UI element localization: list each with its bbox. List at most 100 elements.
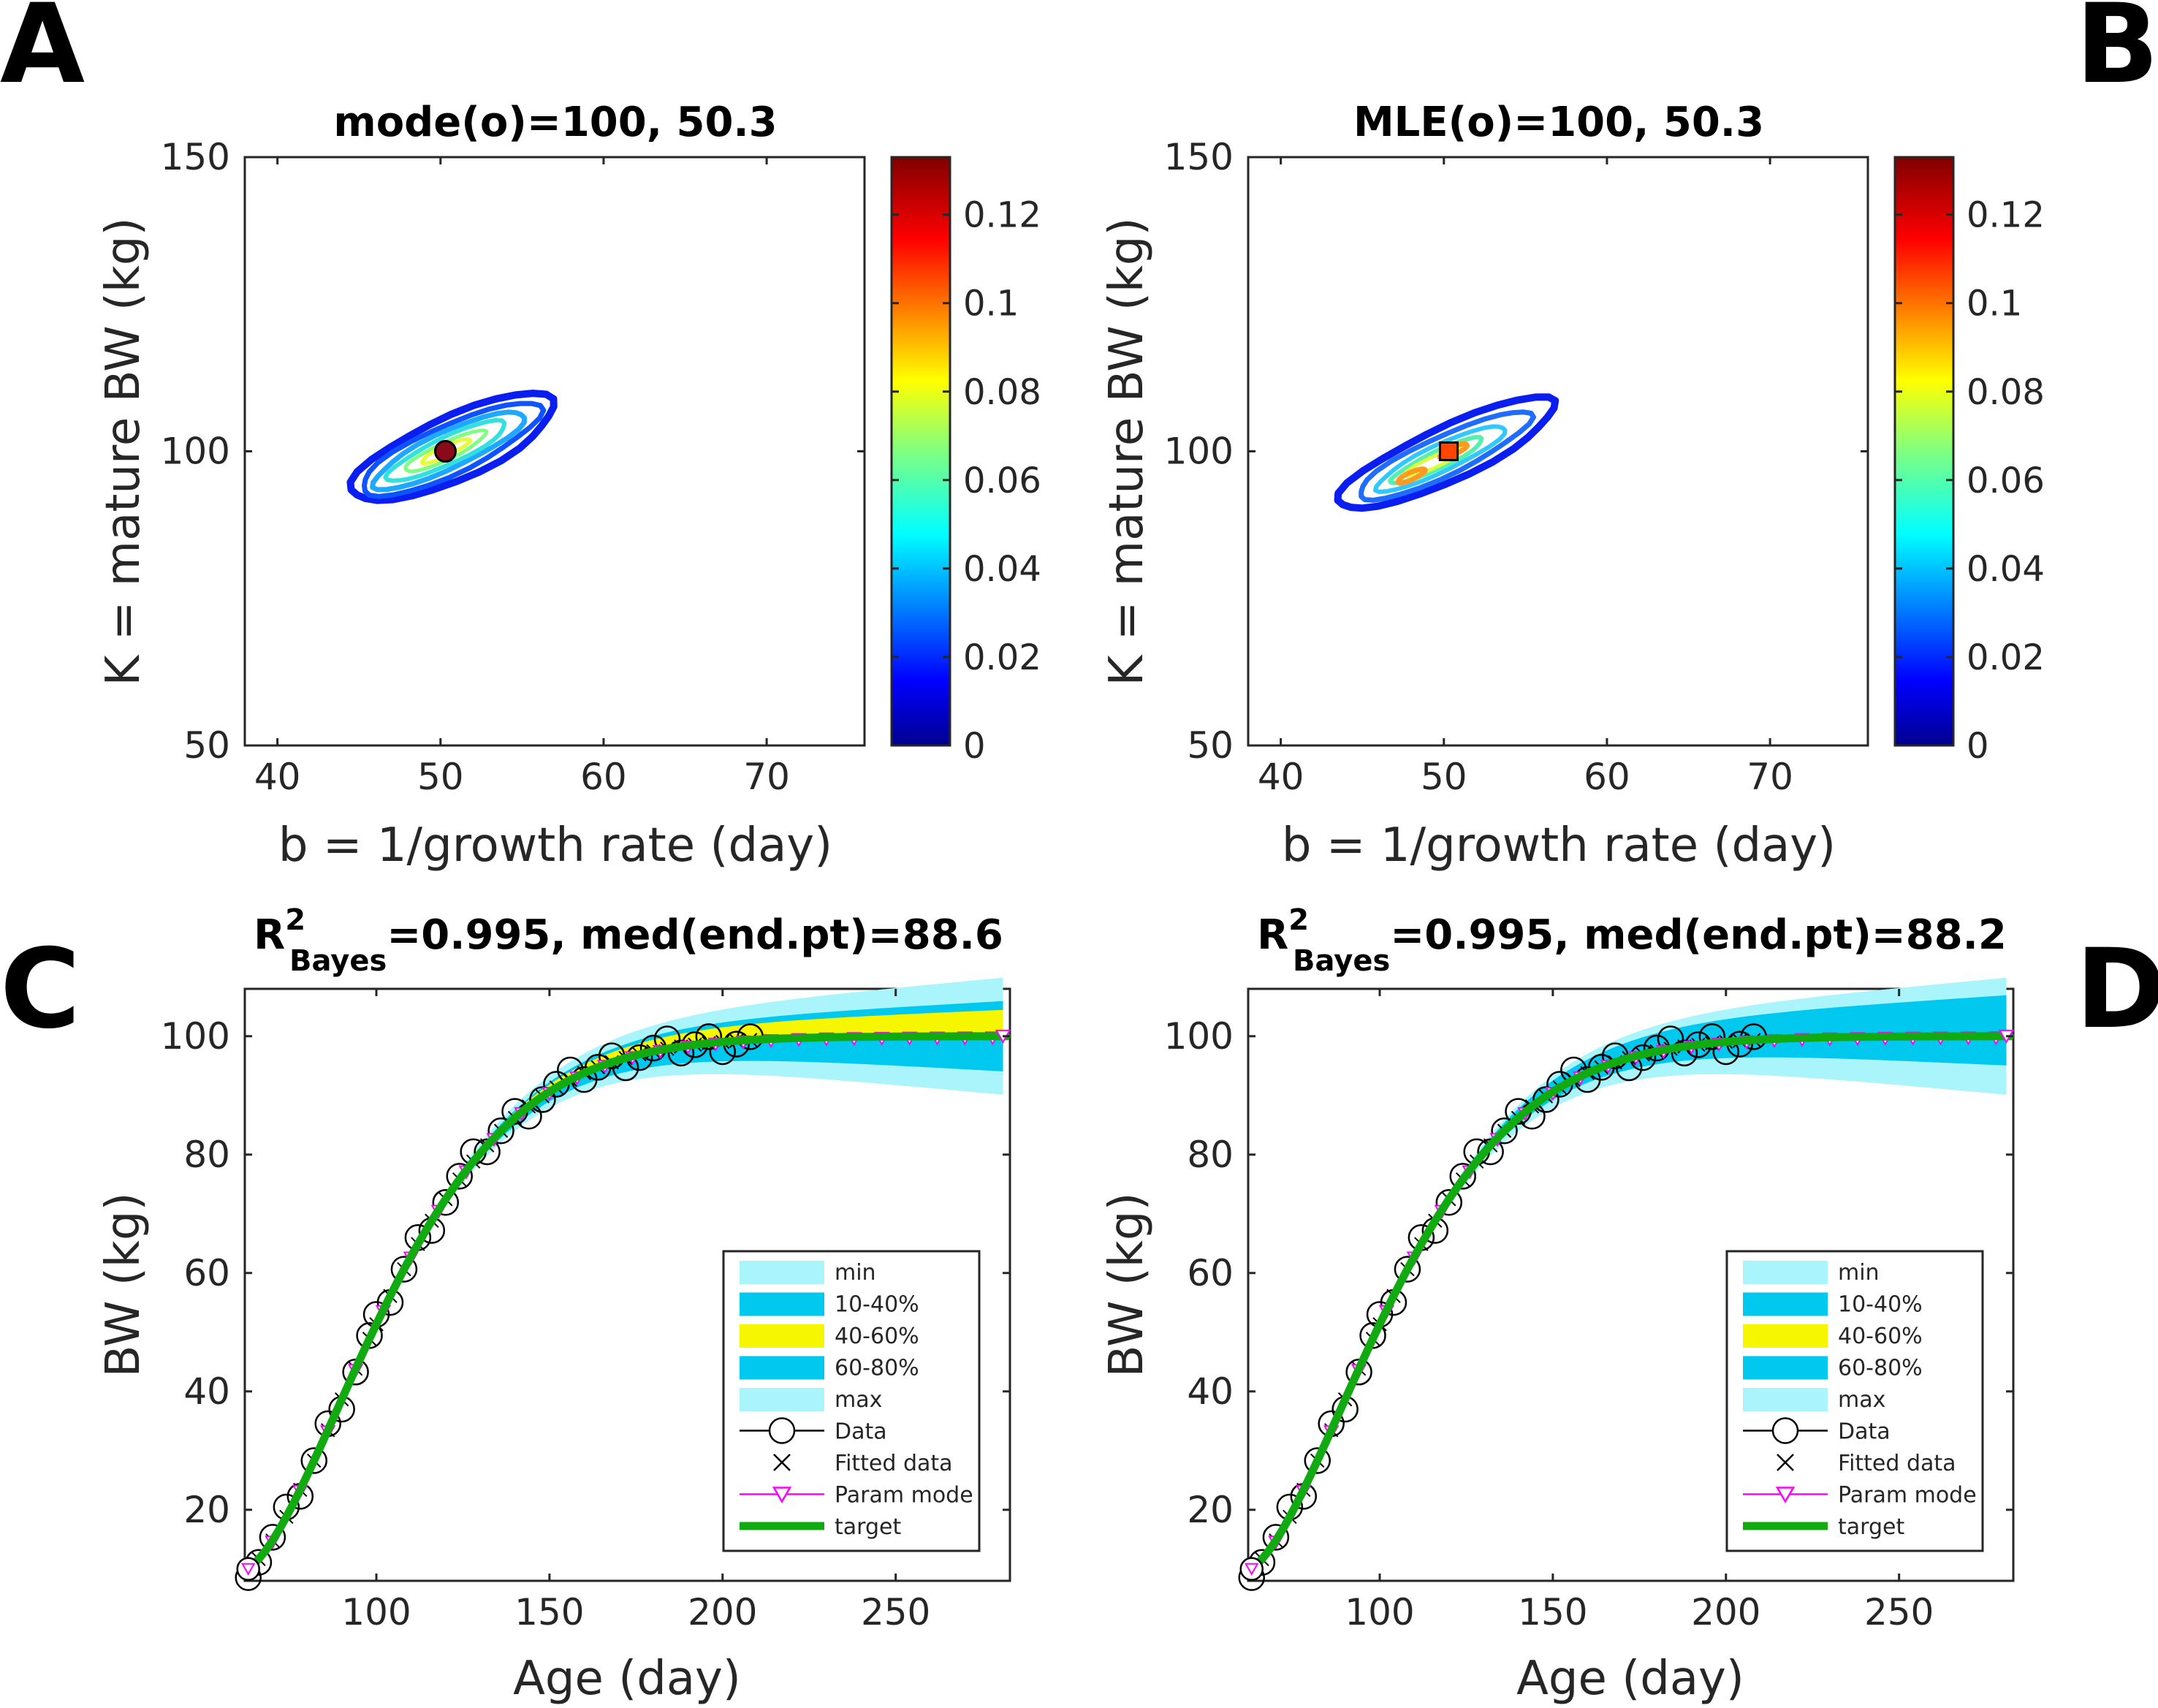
panel-c-series	[235, 977, 1011, 1591]
panel-c-legend: min 10-40% 40-60% 60-80% max Data Fitted data P…	[722, 1250, 981, 1552]
panel-b: MLE(o)=100, 50.3 40 50 60 70 50 100 150 b = 1/…	[1100, 99, 2045, 873]
panel-d-axes: 100 150 200 250 20 40 60 80 100	[1164, 989, 2013, 1633]
panel-letter-b: B	[2075, 0, 2158, 108]
band-10-80	[1248, 995, 2007, 1569]
panel-d: R2 Bayes=0.995, med(end.pt)=88.2 100 150 20…	[1100, 903, 2015, 1706]
legend-label: 10-40%	[835, 1292, 919, 1318]
panel-b-ytick-label: 100	[1164, 430, 1234, 473]
data-point	[1394, 1256, 1421, 1283]
contour-level	[1334, 393, 1559, 512]
panel-c-xtick-label: 100	[341, 1591, 411, 1633]
contour-level	[1395, 466, 1428, 486]
panel-c-ytick-label: 100	[161, 1015, 230, 1058]
legend-label: target	[1838, 1514, 1904, 1540]
contour-level	[346, 390, 558, 504]
panel-a-cb-tick-label: 0.08	[963, 372, 1041, 413]
data-point	[474, 1138, 501, 1166]
panel-c: R2 Bayes=0.995, med(end.pt)=88.6 100 150 20…	[96, 903, 1011, 1706]
data-point	[667, 1039, 695, 1067]
data-point	[1449, 1163, 1476, 1190]
panel-b-xtick-label: 40	[1258, 756, 1304, 798]
panel-a-plot-area	[243, 156, 866, 747]
legend-label: 10-40%	[1838, 1292, 1923, 1318]
panel-d-title-sup: 2	[1288, 903, 1309, 937]
panel-b-plot-area	[1247, 156, 1869, 747]
panel-c-xtick-label: 200	[688, 1591, 757, 1633]
legend-label: Param mode	[1838, 1483, 1977, 1508]
panel-b-ylabel: K = mature BW (kg)	[1100, 218, 1154, 686]
panel-b-cb-tick-label: 0.1	[1967, 284, 2022, 324]
data-point	[1671, 1039, 1698, 1067]
panel-a-title: mode(o)=100, 50.3	[333, 99, 777, 146]
panel-d-ytick-label: 80	[1187, 1134, 1234, 1176]
panel-a-ylabel: K = mature BW (kg)	[96, 218, 151, 686]
panel-a-cb-tick-label: 0.04	[963, 549, 1041, 590]
legend-label: 40-60%	[835, 1324, 919, 1349]
panel-a-xtick-label: 50	[417, 756, 464, 798]
legend-label: target	[835, 1514, 901, 1540]
legend-swatch	[740, 1356, 824, 1380]
legend-swatch	[740, 1324, 824, 1348]
legend-swatch	[1743, 1356, 1828, 1380]
panel-c-title-sup: 2	[285, 903, 305, 937]
panel-b-cb-tick-label: 0.02	[1967, 637, 2045, 678]
target-line	[240, 1032, 1011, 1574]
panel-d-title: R2 Bayes=0.995, med(end.pt)=88.2	[1257, 903, 2007, 978]
panel-d-xlabel: Age (day)	[1516, 1652, 1744, 1706]
panel-a-cb-tick-label: 0.06	[963, 460, 1041, 501]
panel-c-ytick-label: 20	[183, 1489, 230, 1531]
legend-label: 40-60%	[1838, 1324, 1923, 1349]
panel-b-cb-tick-label: 0.06	[1967, 460, 2045, 501]
legend-label: Fitted data	[835, 1451, 953, 1476]
legend-swatch	[740, 1261, 824, 1284]
panel-b-ytick-label: 150	[1164, 136, 1234, 178]
panel-d-ytick-label: 100	[1164, 1015, 1234, 1058]
legend-swatch	[1743, 1324, 1828, 1348]
contour-level	[362, 401, 547, 499]
panel-b-cb-tick-label: 0.12	[1967, 195, 2045, 236]
target-line	[1244, 1032, 2014, 1574]
panel-letter-c: C	[0, 926, 80, 1053]
panel-d-xtick-label: 250	[1864, 1591, 1934, 1633]
panel-a-cb-tick-label: 0.02	[963, 637, 1041, 678]
panel-b-xlabel: b = 1/growth rate (day)	[1282, 819, 1836, 873]
panel-a-ytick-label: 50	[183, 724, 230, 767]
data-point	[390, 1256, 418, 1283]
panel-letter-d: D	[2075, 926, 2158, 1053]
panel-letter-a: A	[0, 0, 85, 108]
legend-swatch	[1743, 1292, 1828, 1316]
legend-label: min	[1838, 1260, 1880, 1286]
panel-b-xtick-label: 50	[1421, 756, 1467, 798]
contour-level	[370, 409, 527, 493]
panel-c-axes: 100 150 200 250 20 40 60 80 100	[161, 989, 1010, 1633]
panel-a-xtick-label: 60	[580, 756, 627, 798]
panel-b-cb-tick-label: 0	[1967, 726, 1989, 767]
start-param-mode-marker	[241, 1563, 256, 1576]
panel-c-title-sub: Bayes	[289, 944, 387, 978]
legend-label: min	[835, 1260, 876, 1286]
legend-swatch	[740, 1388, 824, 1411]
panel-c-ytick-label: 40	[183, 1370, 230, 1413]
start-param-mode-marker	[1245, 1563, 1259, 1576]
panel-b-colorbar	[1893, 156, 1955, 747]
legend-fitted-marker	[773, 1454, 791, 1471]
data-point	[259, 1524, 286, 1551]
panel-a-cb-tick-label: 0.1	[963, 284, 1019, 324]
data-point	[1698, 1023, 1726, 1050]
data-point	[1435, 1188, 1463, 1216]
panel-b-ytick-label: 50	[1187, 724, 1234, 767]
panel-d-ylabel: BW (kg)	[1100, 1193, 1154, 1378]
panel-a-cb-tick-label: 0	[963, 726, 986, 767]
panel-c-xlabel: Age (day)	[513, 1652, 741, 1706]
panel-d-ytick-label: 20	[1187, 1489, 1234, 1531]
legend-label: Param mode	[835, 1483, 973, 1508]
panel-c-ytick-label: 80	[183, 1134, 230, 1176]
band-10-80	[245, 1001, 1003, 1569]
data-point	[1491, 1117, 1518, 1145]
contour-level	[419, 437, 473, 466]
legend-swatch	[1743, 1261, 1828, 1284]
legend-label: Data	[1838, 1419, 1891, 1445]
panel-d-series	[1238, 977, 2015, 1591]
legend-label: Data	[835, 1419, 887, 1445]
